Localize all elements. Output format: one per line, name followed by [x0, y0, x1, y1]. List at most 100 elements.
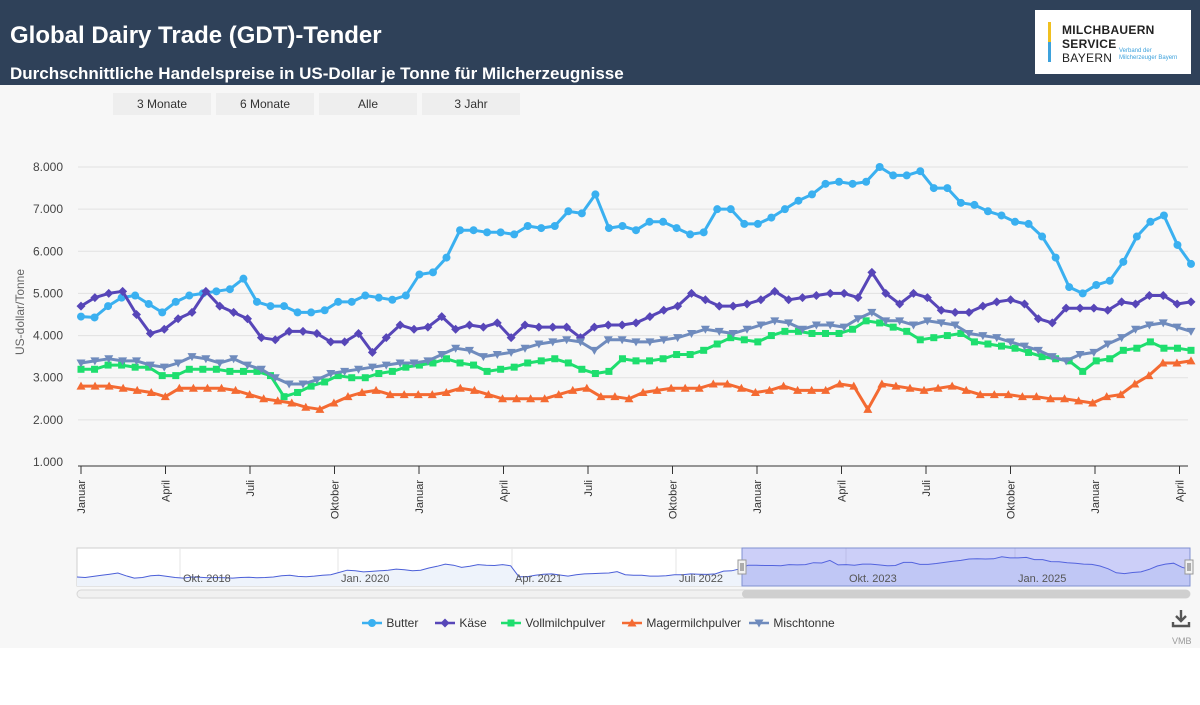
- data-point: [478, 353, 488, 362]
- data-point: [402, 363, 410, 371]
- x-tick-label: Januar: [752, 480, 764, 514]
- data-point: [1186, 356, 1196, 365]
- data-point: [132, 385, 142, 394]
- legend-item-mischtonne[interactable]: Mischtonne: [748, 615, 835, 630]
- data-point: [714, 327, 724, 336]
- legend-item-butter[interactable]: Butter: [361, 615, 418, 630]
- data-point: [1131, 299, 1140, 309]
- data-point: [835, 379, 845, 388]
- data-point: [798, 293, 807, 303]
- data-point: [680, 383, 690, 392]
- data-point: [672, 224, 681, 233]
- data-point: [903, 327, 911, 335]
- data-point: [930, 334, 938, 342]
- data-point: [983, 207, 992, 216]
- data-point: [441, 387, 451, 396]
- legend-symbol: [435, 618, 455, 628]
- data-point: [1092, 281, 1101, 289]
- download-button[interactable]: [1170, 607, 1192, 629]
- navigator-selection: [741, 547, 1191, 587]
- data-point: [506, 333, 516, 343]
- range-button-3-monate[interactable]: 3 Monate: [113, 93, 211, 115]
- legend-symbol: [362, 618, 382, 627]
- data-point: [754, 338, 762, 346]
- scrollbar-thumb: [742, 590, 1190, 598]
- data-point: [568, 385, 578, 394]
- data-point: [807, 190, 816, 199]
- data-point: [821, 385, 831, 394]
- legend-marker: [754, 619, 764, 628]
- legend-label: Käse: [456, 615, 487, 630]
- data-point: [978, 301, 988, 311]
- data-point: [537, 357, 545, 365]
- data-point: [469, 226, 478, 235]
- data-point: [713, 340, 721, 348]
- data-point: [1187, 346, 1195, 354]
- legend-label: Mischtonne: [770, 615, 835, 630]
- data-point: [1020, 342, 1029, 351]
- data-point: [916, 336, 924, 344]
- data-point: [280, 393, 288, 401]
- legend-item-magermilchpulver[interactable]: Magermilchpulver: [621, 615, 741, 630]
- navigator-handle: [737, 559, 747, 575]
- range-button-6-monate[interactable]: 6 Monate: [216, 93, 314, 115]
- data-point: [243, 314, 252, 324]
- data-point: [287, 398, 297, 407]
- data-point: [423, 322, 433, 332]
- data-point: [77, 365, 85, 373]
- navigator[interactable]: Okt. 2018 Jan. 2020 Apr. 2021 Juli 2022 Okt.…: [76, 547, 1194, 599]
- data-point: [839, 323, 849, 332]
- data-point: [526, 394, 536, 403]
- data-point: [456, 359, 464, 367]
- data-point: [736, 383, 746, 392]
- data-point: [1003, 390, 1013, 399]
- data-point: [388, 367, 396, 375]
- data-point: [395, 359, 405, 368]
- data-point: [950, 321, 960, 330]
- range-button-3-jahr[interactable]: 3 Jahr: [422, 93, 520, 115]
- data-point: [849, 325, 857, 333]
- data-point: [1047, 353, 1057, 362]
- data-point: [90, 357, 100, 366]
- data-point: [742, 325, 752, 334]
- data-point: [427, 390, 437, 399]
- data-point: [618, 355, 626, 363]
- data-point: [104, 288, 114, 298]
- data-point: [922, 293, 932, 303]
- data-point: [415, 270, 424, 279]
- legend-item-vollmilchpulver[interactable]: Vollmilchpulver: [500, 615, 605, 630]
- data-point: [131, 291, 140, 300]
- data-point: [174, 383, 184, 392]
- navigator-handle: [1184, 559, 1194, 575]
- data-point: [524, 359, 532, 367]
- data-point: [496, 228, 505, 237]
- data-point: [1133, 344, 1141, 352]
- x-tick-label: Oktober: [330, 480, 342, 519]
- logo-line1: MILCHBAUERN: [1062, 23, 1155, 37]
- data-point: [185, 365, 193, 373]
- data-point: [294, 388, 302, 396]
- data-point: [465, 320, 474, 330]
- data-point: [950, 307, 960, 317]
- data-point: [144, 299, 153, 308]
- series-butter: [77, 163, 1195, 322]
- data-point: [492, 351, 502, 360]
- data-point: [540, 394, 550, 403]
- data-point: [822, 329, 830, 337]
- data-point: [997, 211, 1006, 220]
- data-point: [603, 336, 613, 345]
- range-button-alle[interactable]: Alle: [319, 93, 417, 115]
- data-point: [229, 355, 239, 364]
- data-point: [975, 390, 985, 399]
- data-point: [659, 336, 669, 345]
- legend-item-käse[interactable]: Käse: [434, 615, 487, 630]
- data-point: [312, 376, 322, 385]
- page-subtitle: Durchschnittliche Handelspreise in US-Do…: [10, 64, 624, 83]
- data-point: [687, 288, 696, 298]
- data-point: [326, 370, 336, 378]
- data-point: [256, 333, 266, 343]
- data-point: [229, 307, 239, 317]
- data-point: [618, 222, 627, 230]
- data-point: [173, 314, 183, 324]
- data-point: [1006, 295, 1016, 305]
